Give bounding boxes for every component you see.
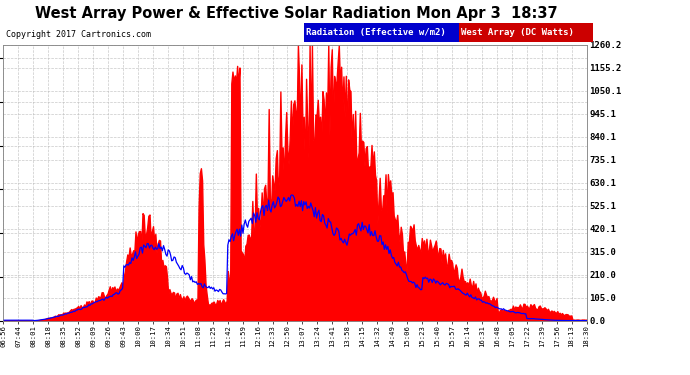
Text: Copyright 2017 Cartronics.com: Copyright 2017 Cartronics.com xyxy=(6,30,150,39)
Text: Radiation (Effective w/m2): Radiation (Effective w/m2) xyxy=(306,28,446,37)
Text: West Array (DC Watts): West Array (DC Watts) xyxy=(461,28,574,37)
Text: West Array Power & Effective Solar Radiation Mon Apr 3  18:37: West Array Power & Effective Solar Radia… xyxy=(35,6,558,21)
